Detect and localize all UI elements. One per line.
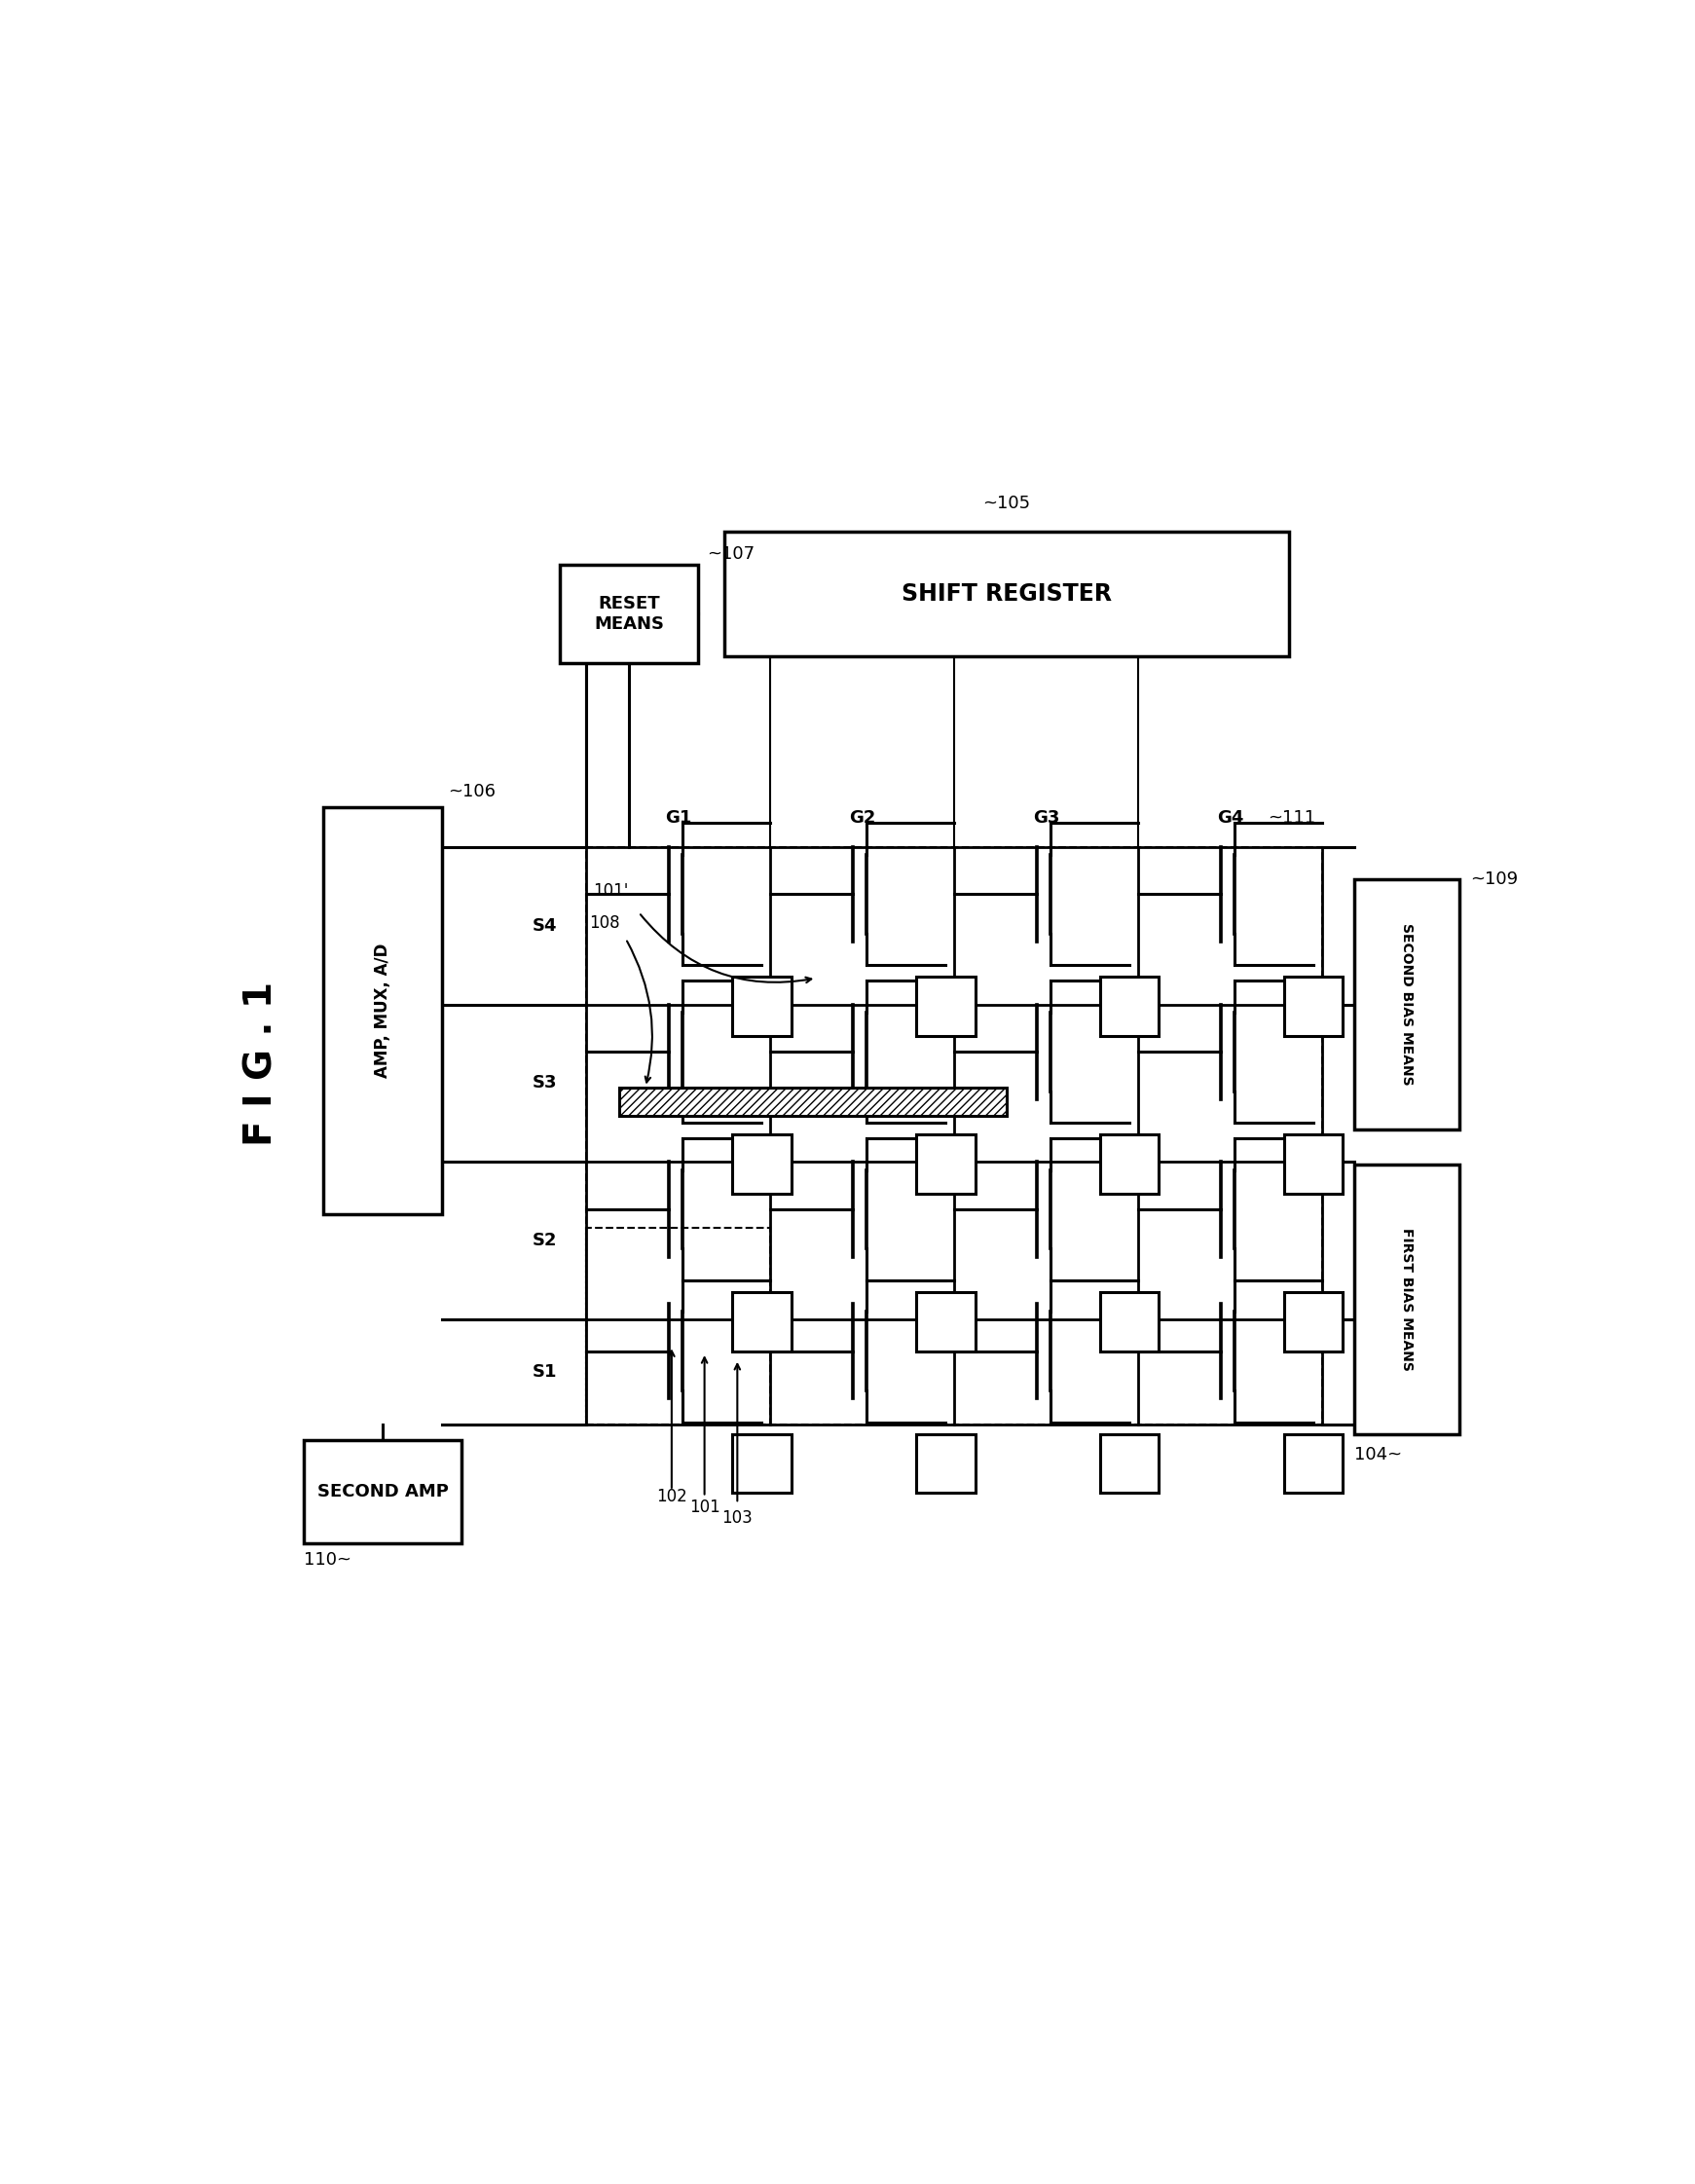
Text: S3: S3	[532, 1075, 558, 1092]
Bar	[732, 1435, 792, 1494]
Text: ~107: ~107	[707, 546, 754, 563]
Text: S1: S1	[532, 1363, 558, 1380]
Bar	[732, 1133, 792, 1195]
Bar	[559, 563, 698, 662]
Text: RESET
MEANS: RESET MEANS	[593, 594, 664, 633]
Bar	[1100, 1435, 1159, 1494]
Text: FIRST BIAS MEANS: FIRST BIAS MEANS	[1400, 1227, 1414, 1372]
Bar	[1283, 1435, 1342, 1494]
Text: ~111: ~111	[1268, 810, 1315, 828]
Text: SECOND BIAS MEANS: SECOND BIAS MEANS	[1400, 924, 1414, 1085]
Bar	[915, 976, 975, 1035]
Bar	[1354, 880, 1459, 1129]
Text: F I G . 1: F I G . 1	[244, 981, 280, 1147]
Bar	[586, 1227, 770, 1424]
Bar	[619, 1088, 1007, 1116]
Text: ~105: ~105	[983, 494, 1031, 511]
Bar	[732, 1293, 792, 1352]
Text: 101': 101'	[593, 882, 629, 900]
Text: ~106: ~106	[447, 784, 497, 802]
Bar	[324, 808, 442, 1214]
Bar	[1354, 1164, 1459, 1435]
Text: AMP, MUX, A/D: AMP, MUX, A/D	[375, 943, 392, 1079]
Bar	[1283, 1133, 1342, 1195]
Text: 101: 101	[690, 1498, 720, 1516]
Bar	[303, 1441, 461, 1544]
Bar	[1100, 1293, 1159, 1352]
Bar	[915, 1293, 975, 1352]
Text: S4: S4	[532, 917, 558, 935]
Bar	[732, 976, 792, 1035]
Bar	[1283, 1293, 1342, 1352]
Text: 108: 108	[588, 915, 620, 933]
Text: 104~: 104~	[1354, 1446, 1402, 1463]
Text: G3: G3	[1032, 810, 1059, 828]
Text: ~109: ~109	[1470, 871, 1519, 889]
Bar	[1283, 976, 1342, 1035]
Text: 102: 102	[656, 1487, 686, 1505]
Text: S2: S2	[532, 1232, 558, 1249]
Text: G2: G2	[849, 810, 875, 828]
Text: 103: 103	[722, 1509, 753, 1527]
Bar	[724, 531, 1290, 655]
Bar	[915, 1133, 975, 1195]
Bar	[1100, 976, 1159, 1035]
Text: SECOND AMP: SECOND AMP	[317, 1483, 447, 1500]
Bar	[915, 1435, 975, 1494]
Bar	[1100, 1133, 1159, 1195]
Text: G4: G4	[1217, 810, 1242, 828]
Text: G1: G1	[664, 810, 692, 828]
Bar	[586, 847, 1322, 1424]
Text: SHIFT REGISTER: SHIFT REGISTER	[902, 583, 1112, 605]
Text: 110~: 110~	[303, 1551, 351, 1568]
